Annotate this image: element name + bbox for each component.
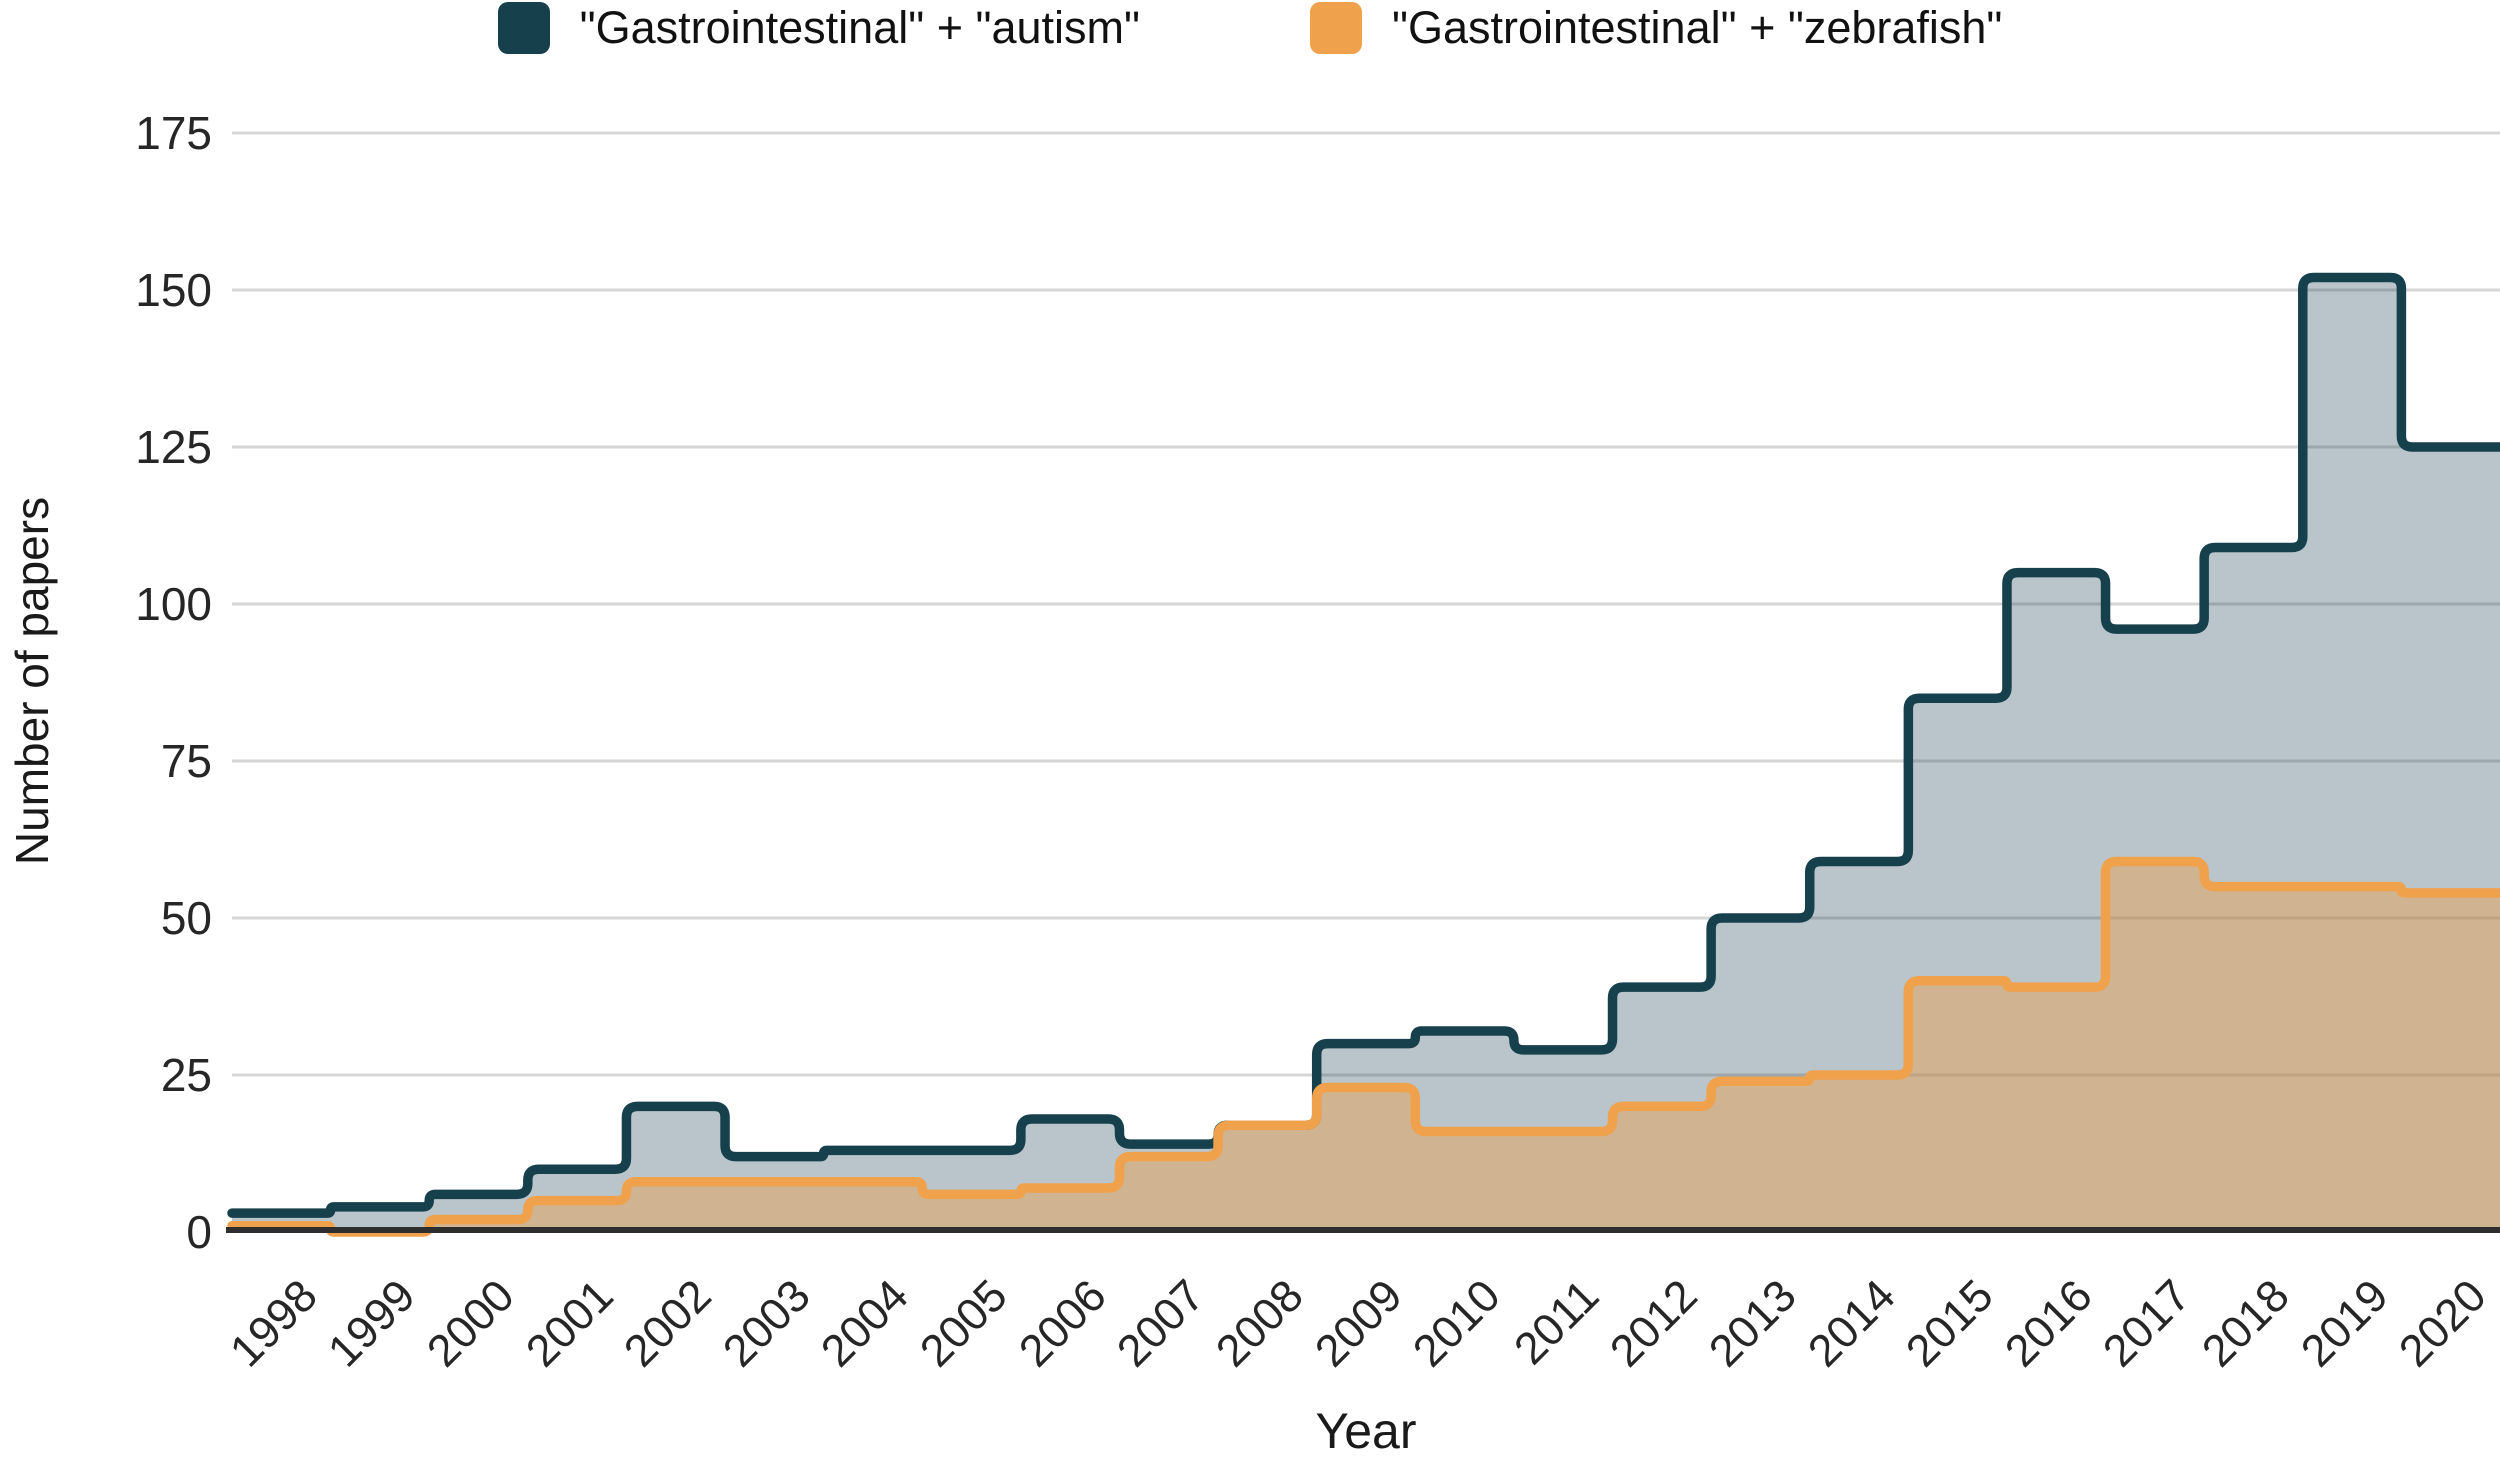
zebrafish-step-line [227, 856, 2500, 1237]
series-layer [227, 272, 2500, 1237]
y-tick-label: 0 [186, 1206, 212, 1258]
y-axis-title: Number of papers [6, 496, 58, 866]
gridlines [232, 131, 2500, 1077]
y-tick-label: 100 [135, 578, 212, 630]
zebrafish-area-fill [232, 861, 2500, 1232]
legend-label-zebrafish: "Gastrointestinal" + "zebrafish" [1391, 2, 2003, 53]
autism-area-fill [232, 277, 2500, 1232]
autism-step-line [227, 272, 2500, 1218]
legend-label-autism: "Gastrointestinal" + "autism" [579, 2, 1140, 53]
y-tick-label: 175 [135, 107, 212, 159]
y-tick-label: 75 [160, 735, 212, 787]
x-axis-title: Year [1315, 1403, 1417, 1459]
legend-swatch-autism-icon [497, 2, 550, 54]
y-tick-label: 50 [160, 892, 212, 944]
y-tick-label: 150 [135, 264, 212, 316]
y-tick-label: 125 [135, 421, 212, 473]
legend: "Gastrointestinal" + "autism" "Gastroint… [0, 2, 2500, 54]
y-tick-label: 25 [160, 1049, 212, 1101]
legend-item-zebrafish: "Gastrointestinal" + "zebrafish" [1309, 2, 2003, 54]
legend-item-autism: "Gastrointestinal" + "autism" [497, 2, 1140, 54]
legend-swatch-zebrafish-icon [1309, 2, 1362, 54]
